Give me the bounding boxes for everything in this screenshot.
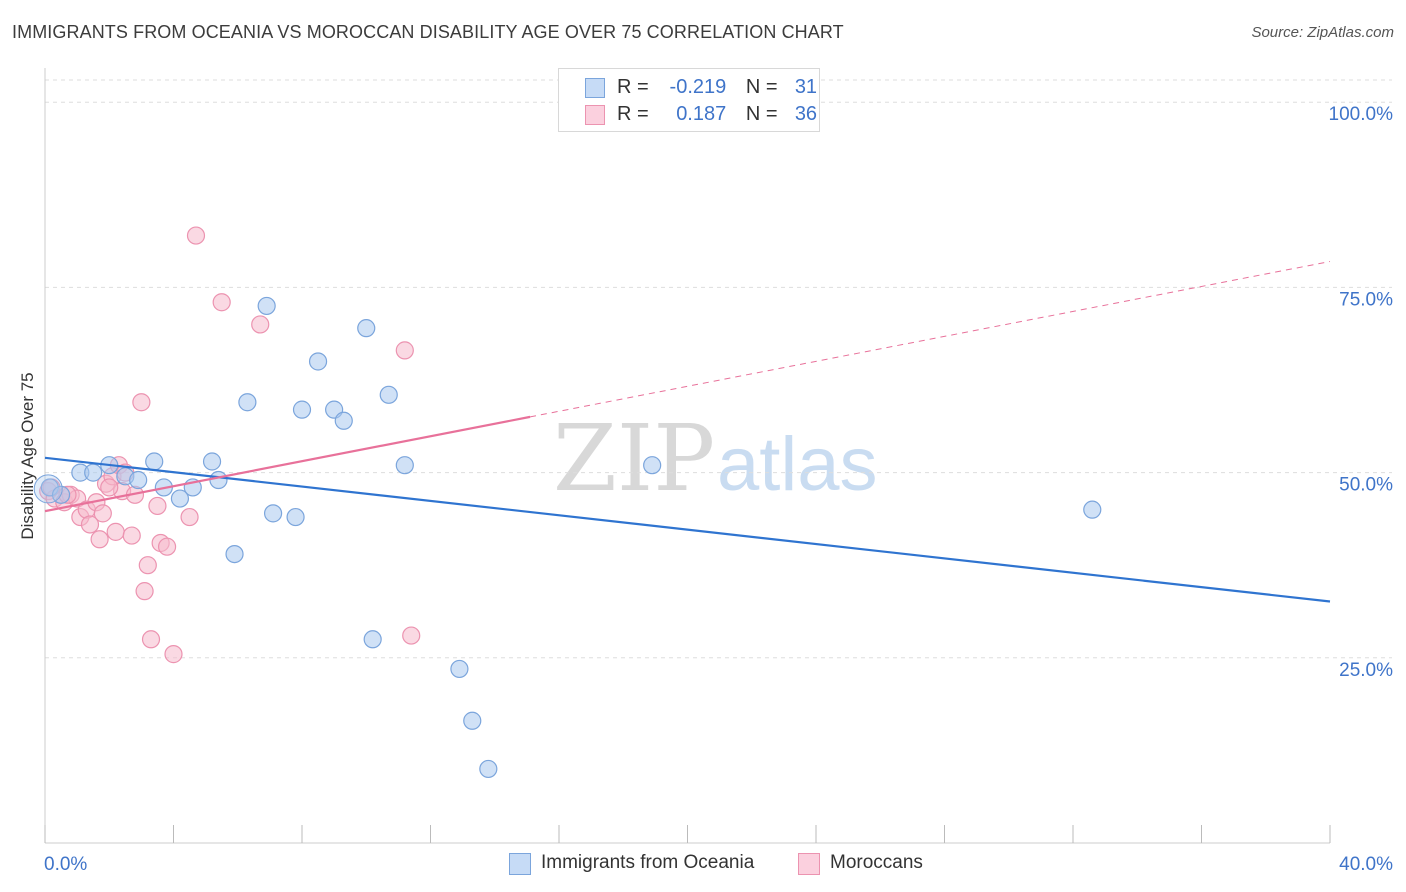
point-oceania bbox=[257, 296, 276, 316]
point-moroccans bbox=[141, 630, 161, 649]
bottom-legend-swatch-oceania bbox=[509, 853, 531, 875]
point-moroccans bbox=[135, 582, 154, 601]
point-oceania bbox=[334, 411, 353, 430]
point-moroccans bbox=[90, 530, 109, 549]
point-oceania bbox=[357, 319, 376, 338]
legend-swatch-oceania bbox=[585, 78, 605, 98]
point-moroccans bbox=[106, 522, 125, 541]
point-moroccans bbox=[251, 315, 270, 334]
bottom-legend-label-moroccans: Moroccans bbox=[830, 852, 923, 873]
point-oceania bbox=[129, 470, 148, 490]
point-moroccans bbox=[93, 504, 112, 523]
point-oceania bbox=[84, 463, 103, 482]
trendline-moroccans-extrapolated bbox=[529, 260, 1331, 418]
point-oceania bbox=[292, 400, 312, 419]
x-tick-label-max: 40.0% bbox=[1339, 854, 1393, 875]
point-oceania bbox=[363, 630, 382, 649]
point-moroccans bbox=[186, 226, 206, 245]
point-moroccans bbox=[402, 626, 421, 645]
point-oceania bbox=[263, 504, 283, 523]
point-oceania bbox=[479, 759, 498, 779]
point-oceania bbox=[286, 507, 305, 527]
point-oceania bbox=[170, 489, 190, 508]
legend-n-value: 36 bbox=[794, 103, 818, 125]
legend-n-label: N = bbox=[745, 76, 778, 98]
point-moroccans bbox=[164, 645, 183, 664]
x-tick-label-min: 0.0% bbox=[44, 854, 87, 875]
point-oceania bbox=[1083, 500, 1102, 519]
legend-r-value: -0.219 bbox=[669, 76, 727, 98]
legend-r-label: R = bbox=[617, 103, 649, 125]
point-oceania bbox=[643, 456, 662, 475]
bottom-legend-label-oceania: Immigrants from Oceania bbox=[541, 852, 755, 873]
chart-source: Source: ZipAtlas.com bbox=[1251, 24, 1394, 41]
watermark-zip: ZIP bbox=[553, 405, 715, 512]
point-oceania bbox=[202, 452, 222, 471]
point-oceania bbox=[225, 544, 244, 564]
point-oceania bbox=[450, 659, 469, 679]
legend-n-value: 31 bbox=[794, 76, 818, 98]
y-tick-label: 25.0% bbox=[1339, 660, 1393, 681]
point-oceania bbox=[209, 470, 228, 490]
point-oceania bbox=[395, 456, 414, 475]
point-moroccans bbox=[180, 507, 199, 527]
point-moroccans bbox=[157, 537, 177, 556]
point-oceania bbox=[238, 393, 257, 412]
chart-title: IMMIGRANTS FROM OCEANIA VS MOROCCAN DISA… bbox=[12, 22, 844, 42]
y-tick-label: 100.0% bbox=[1329, 104, 1394, 125]
point-oceania-large bbox=[33, 474, 63, 504]
stats-legend: R = -0.219 N = 31 R = 0.187 N = 36 bbox=[558, 68, 820, 132]
point-oceania bbox=[145, 452, 164, 471]
y-axis-label: Disability Age Over 75 bbox=[18, 372, 37, 539]
bottom-legend-swatch-moroccans bbox=[798, 853, 820, 875]
point-moroccans bbox=[132, 393, 151, 412]
trendline-oceania bbox=[44, 456, 1331, 603]
watermark-atlas: atlas bbox=[717, 422, 878, 507]
legend-r-label: R = bbox=[617, 76, 649, 98]
point-moroccans bbox=[80, 515, 100, 534]
trendline-moroccans bbox=[44, 415, 531, 513]
legend-n-label: N = bbox=[745, 103, 778, 125]
point-moroccans bbox=[395, 341, 414, 360]
point-moroccans bbox=[138, 556, 157, 575]
point-oceania bbox=[379, 385, 398, 404]
point-moroccans bbox=[212, 293, 231, 312]
point-moroccans bbox=[122, 526, 141, 545]
y-tick-label: 50.0% bbox=[1339, 475, 1393, 496]
point-moroccans bbox=[148, 496, 167, 516]
y-tick-label: 75.0% bbox=[1339, 289, 1393, 310]
point-oceania bbox=[463, 711, 482, 730]
point-moroccans bbox=[100, 478, 119, 497]
point-oceania bbox=[308, 352, 328, 371]
legend-r-value: 0.187 bbox=[676, 103, 727, 125]
legend-swatch-moroccans bbox=[585, 105, 605, 125]
